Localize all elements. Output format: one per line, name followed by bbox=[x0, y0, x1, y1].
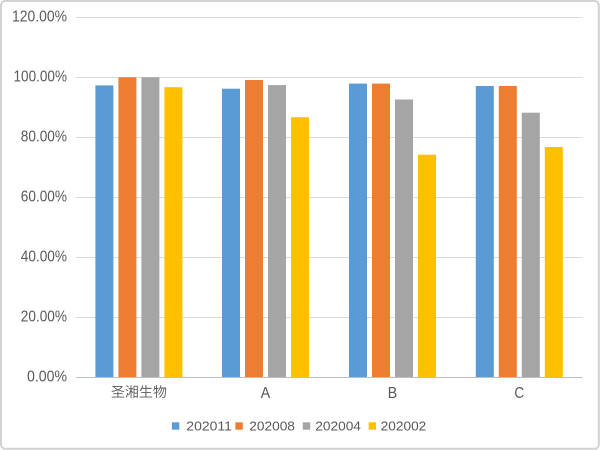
svg-text:80.00%: 80.00% bbox=[21, 129, 67, 146]
svg-text:A: A bbox=[261, 385, 271, 402]
svg-text:40.00%: 40.00% bbox=[21, 249, 67, 266]
svg-text:202011: 202011 bbox=[186, 418, 232, 433]
svg-text:C: C bbox=[514, 385, 524, 402]
svg-text:B: B bbox=[388, 385, 397, 402]
svg-text:60.00%: 60.00% bbox=[21, 189, 67, 206]
svg-text:20.00%: 20.00% bbox=[21, 309, 67, 326]
svg-text:0.00%: 0.00% bbox=[27, 369, 67, 386]
svg-text:202004: 202004 bbox=[315, 418, 361, 433]
svg-text:202002: 202002 bbox=[381, 418, 427, 433]
svg-text:100.00%: 100.00% bbox=[14, 69, 68, 86]
svg-text:120.00%: 120.00% bbox=[12, 9, 67, 26]
svg-text:202008: 202008 bbox=[249, 418, 295, 433]
